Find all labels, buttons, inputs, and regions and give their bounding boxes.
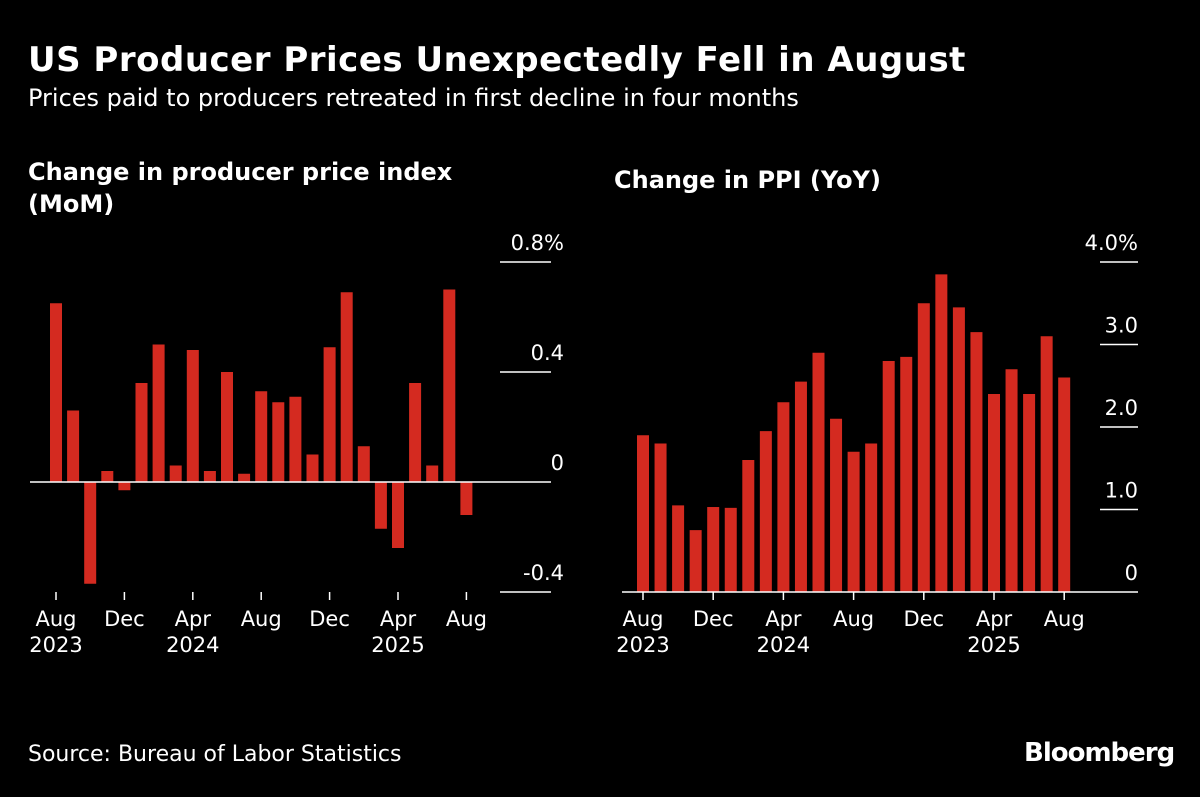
y-tick-label: 4.0% bbox=[1085, 231, 1138, 255]
bar bbox=[392, 482, 404, 548]
bar bbox=[812, 352, 825, 592]
bar bbox=[952, 307, 965, 592]
y-tick-label: 0 bbox=[551, 451, 564, 475]
bar bbox=[101, 471, 114, 482]
left-panel-title: Change in producer price index (MoM) bbox=[28, 158, 453, 218]
x-year-label: 2023 bbox=[29, 633, 82, 657]
x-tick-label: Dec bbox=[309, 607, 350, 631]
bar bbox=[118, 482, 131, 491]
bar bbox=[742, 460, 755, 592]
bar bbox=[169, 465, 182, 482]
bar bbox=[1005, 369, 1018, 592]
bar bbox=[988, 394, 1000, 592]
x-year-label: 2024 bbox=[757, 633, 810, 657]
x-tick-label: Aug bbox=[241, 607, 282, 631]
bar bbox=[289, 396, 302, 482]
x-tick-label: Dec bbox=[104, 607, 145, 631]
y-tick-label: 3.0 bbox=[1105, 314, 1138, 338]
y-tick-label: 0.8% bbox=[511, 231, 564, 255]
bar bbox=[672, 505, 685, 592]
y-tick-label: -0.4 bbox=[523, 561, 564, 585]
bar bbox=[759, 431, 772, 592]
x-tick-label: Aug bbox=[35, 607, 76, 631]
x-tick-label: Apr bbox=[175, 607, 212, 631]
x-tick-label: Dec bbox=[903, 607, 944, 631]
bar bbox=[689, 530, 702, 592]
bar bbox=[84, 482, 97, 584]
x-tick-label: Dec bbox=[693, 607, 734, 631]
bar bbox=[152, 344, 165, 482]
bar bbox=[186, 350, 199, 482]
x-tick-label: Aug bbox=[833, 607, 874, 631]
x-tick-label: Apr bbox=[765, 607, 802, 631]
source-note: Source: Bureau of Labor Statistics bbox=[28, 742, 402, 767]
bar bbox=[460, 482, 473, 515]
bar bbox=[970, 332, 983, 592]
y-tick-label: 0 bbox=[1125, 561, 1138, 585]
x-year-label: 2023 bbox=[616, 633, 669, 657]
chart-headline: US Producer Prices Unexpectedly Fell in … bbox=[28, 40, 966, 80]
x-tick-label: Aug bbox=[1044, 607, 1085, 631]
bar bbox=[1040, 336, 1053, 592]
x-year-label: 2025 bbox=[371, 633, 424, 657]
bar bbox=[1023, 394, 1036, 592]
bar bbox=[272, 402, 285, 482]
x-tick-label: Aug bbox=[622, 607, 663, 631]
bar bbox=[409, 383, 422, 482]
bar bbox=[917, 303, 930, 592]
bar bbox=[203, 471, 216, 482]
bar bbox=[135, 383, 148, 482]
bar bbox=[426, 465, 439, 482]
y-tick-label: 0.4 bbox=[531, 341, 564, 365]
bar bbox=[374, 482, 387, 529]
bar bbox=[935, 274, 948, 592]
bar bbox=[306, 454, 319, 482]
bar bbox=[865, 443, 878, 592]
bar bbox=[67, 410, 80, 482]
bar bbox=[900, 356, 913, 592]
bar bbox=[255, 391, 268, 482]
bar bbox=[654, 443, 667, 592]
bar bbox=[357, 446, 370, 482]
x-tick-label: Aug bbox=[446, 607, 487, 631]
bar bbox=[794, 381, 807, 592]
right-panel-title: Change in PPI (YoY) bbox=[614, 166, 881, 194]
bar bbox=[707, 507, 720, 592]
bar bbox=[238, 473, 251, 482]
bar bbox=[830, 418, 843, 592]
x-year-label: 2024 bbox=[166, 633, 219, 657]
bar bbox=[724, 507, 737, 592]
bar bbox=[340, 292, 353, 482]
bar bbox=[777, 402, 790, 592]
bar bbox=[637, 435, 649, 592]
bar bbox=[1058, 377, 1071, 592]
bloomberg-logo: Bloomberg bbox=[1024, 738, 1175, 768]
chart-subtitle: Prices paid to producers retreated in fi… bbox=[28, 84, 799, 112]
x-year-label: 2025 bbox=[967, 633, 1020, 657]
bar bbox=[882, 361, 895, 592]
x-tick-label: Apr bbox=[380, 607, 417, 631]
bar bbox=[323, 347, 336, 482]
x-tick-label: Apr bbox=[976, 607, 1013, 631]
bar bbox=[847, 451, 860, 592]
y-tick-label: 1.0 bbox=[1105, 479, 1138, 503]
y-tick-label: 2.0 bbox=[1105, 396, 1138, 420]
bar bbox=[50, 303, 62, 482]
bar bbox=[221, 372, 233, 482]
bar bbox=[443, 289, 456, 482]
